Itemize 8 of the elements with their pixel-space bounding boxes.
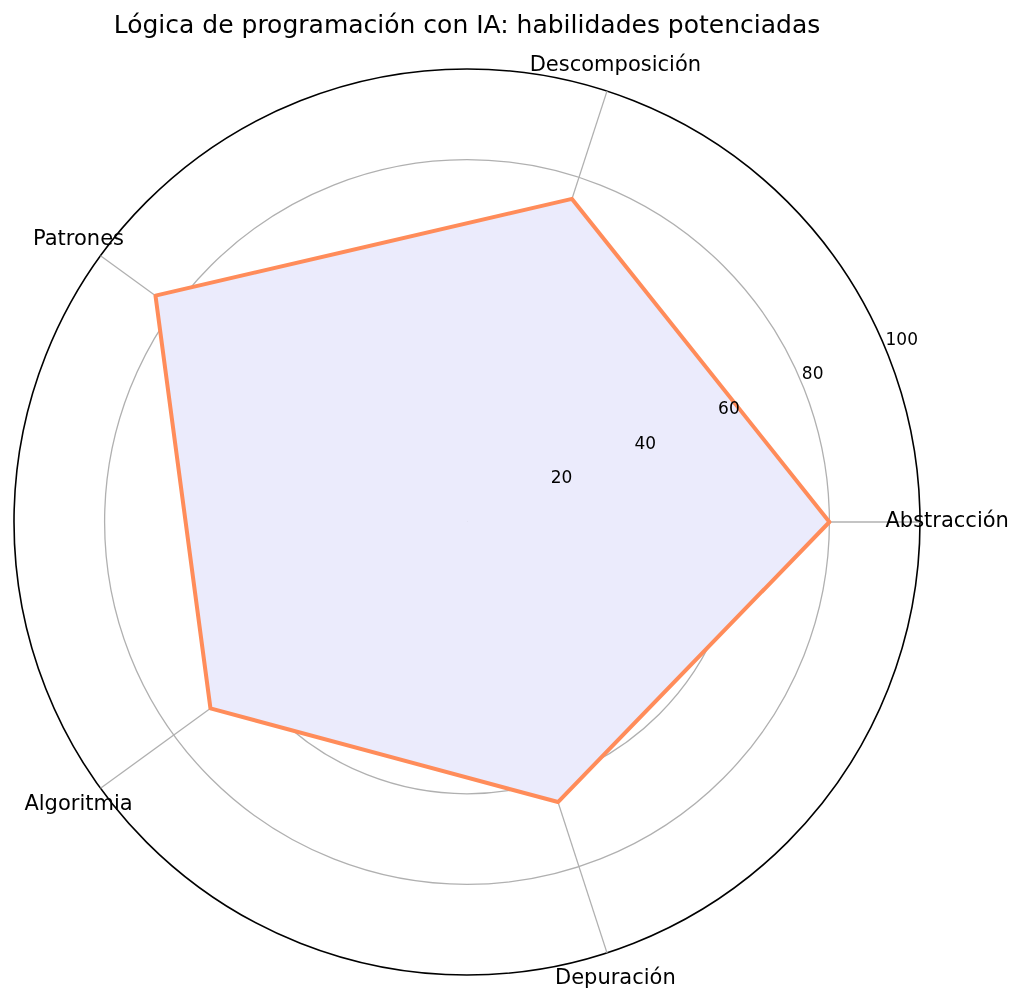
y-tick-label: 40 (634, 432, 657, 453)
spoke-label: Descomposición (529, 51, 702, 76)
y-tick-label: 80 (801, 363, 824, 384)
spoke-label: Depuración (554, 965, 676, 990)
chart-title: Lógica de programación con IA: habilidades potenciadas (113, 9, 821, 39)
y-tick-label: 100 (885, 328, 918, 349)
y-tick-label: 60 (718, 397, 740, 418)
y-tick-label: 20 (550, 467, 573, 488)
